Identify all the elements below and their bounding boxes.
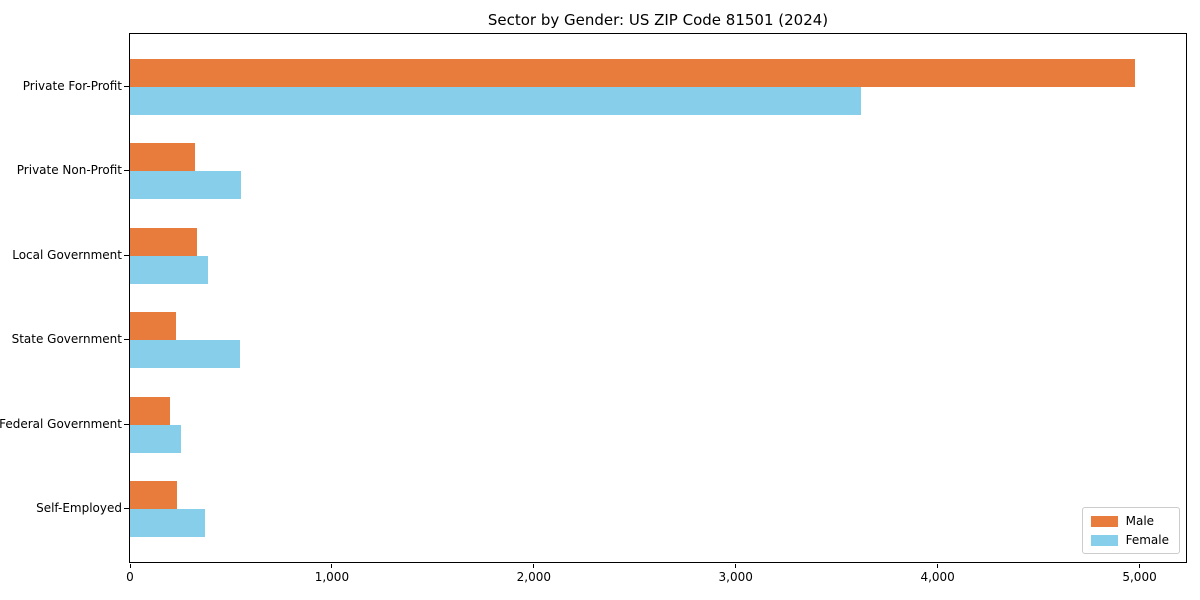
bar-male-4 (130, 312, 176, 341)
x-tick-mark (735, 564, 737, 568)
male-series-swatch (1090, 515, 1118, 527)
category-label: Local Government (12, 247, 122, 262)
y-tick-mark (124, 170, 129, 172)
bar-male-2 (130, 143, 195, 172)
y-tick-mark (124, 86, 129, 87)
x-tick-mark (533, 564, 535, 568)
bar-male-5 (130, 396, 170, 425)
category-label: Federal Government (0, 416, 122, 431)
bar-female-3 (130, 255, 208, 284)
x-tick-label: 3,000 (718, 570, 753, 584)
x-tick-label: 0 (126, 570, 134, 584)
bar-female-2 (130, 171, 241, 200)
y-tick-mark (124, 508, 129, 509)
category-label: Private Non-Profit (16, 163, 122, 178)
x-tick-mark (1139, 564, 1141, 568)
bar-female-1 (130, 87, 861, 115)
bar-female-4 (130, 340, 240, 369)
legend-entry-male: Male (1090, 514, 1169, 528)
x-tick-label: 1,000 (314, 570, 350, 584)
female-series-swatch (1090, 534, 1118, 546)
chart-title: Sector by Gender: US ZIP Code 81501 (202… (487, 11, 829, 29)
bar-female-6 (130, 509, 205, 537)
x-tick-label: 2,000 (516, 570, 551, 584)
bar-male-1 (130, 59, 1135, 87)
legend: Male Female (1081, 507, 1180, 554)
plot-area: Male Female (129, 33, 1187, 563)
legend-entry-female: Female (1090, 533, 1169, 547)
legend-label-female: Female (1125, 533, 1169, 547)
bar-male-3 (130, 227, 197, 256)
x-tick-label: 5,000 (1122, 570, 1157, 584)
category-label: State Government (11, 332, 122, 347)
category-label: Self-Employed (36, 501, 122, 515)
x-tick-mark (937, 564, 939, 568)
x-tick-mark (331, 564, 333, 568)
y-tick-mark (124, 339, 129, 341)
y-tick-mark (124, 423, 129, 425)
category-label: Private For-Profit (22, 79, 122, 93)
legend-label-male: Male (1125, 514, 1155, 528)
y-tick-mark (124, 254, 129, 256)
x-tick-mark (129, 564, 131, 568)
bars-layer (130, 34, 1186, 562)
bar-female-5 (130, 424, 181, 453)
x-tick-label: 4,000 (920, 570, 955, 584)
bar-male-6 (130, 481, 177, 509)
